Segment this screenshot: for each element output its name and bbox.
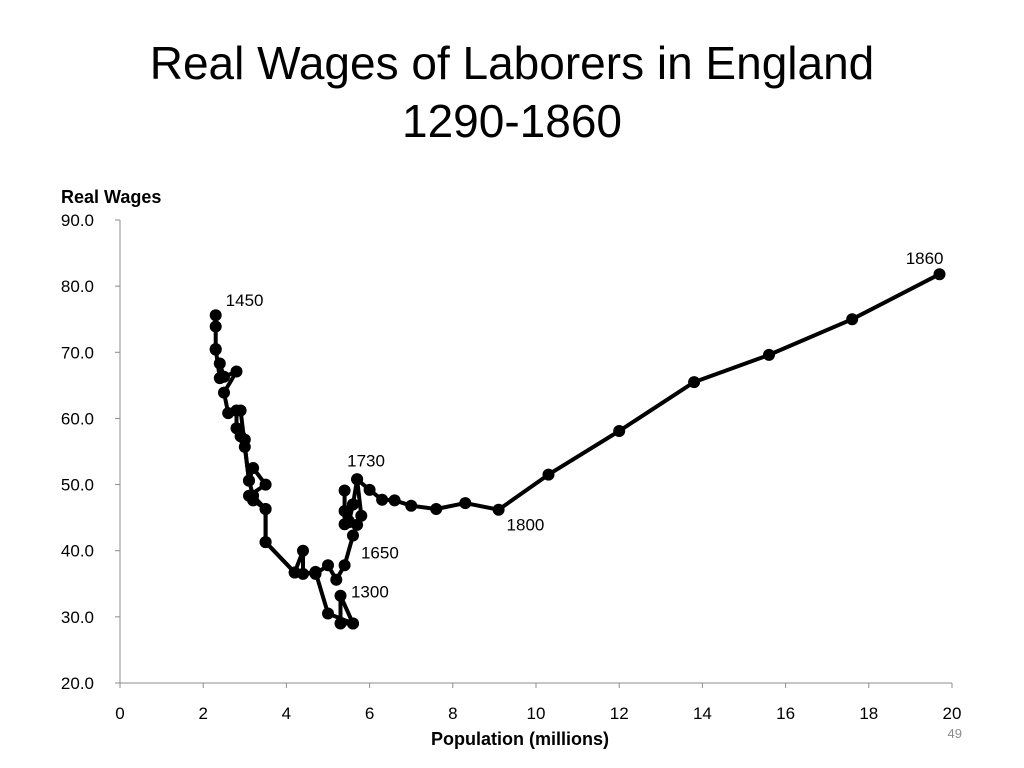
data-point	[222, 407, 235, 420]
x-tick-label: 2	[198, 704, 207, 723]
y-tick-label: 50.0	[61, 476, 94, 495]
data-point	[459, 497, 472, 510]
y-tick-label: 30.0	[61, 608, 94, 627]
axes: 20.0 30.0 40.0 50.0 60.0 70.0 80.0 90.0 0 2 4 6 8 10 1…	[61, 211, 962, 723]
data-point	[213, 372, 226, 385]
x-tick-label: 0	[115, 704, 124, 723]
data-point	[338, 484, 351, 497]
data-point	[338, 559, 351, 572]
data-point	[846, 313, 859, 326]
x-tick-label: 18	[859, 704, 878, 723]
data-point	[363, 483, 376, 496]
data-point	[259, 503, 272, 515]
data-point	[492, 503, 505, 516]
y-tick-label: 80.0	[61, 277, 94, 296]
data-point	[288, 566, 301, 579]
x-tick-label: 8	[448, 704, 457, 723]
y-tick-label: 60.0	[61, 409, 94, 428]
title-line-1: Real Wages of Laborers in England	[149, 37, 875, 89]
data-point	[259, 478, 272, 491]
data-point	[230, 422, 243, 435]
data-point	[334, 589, 347, 602]
data-point	[338, 505, 351, 517]
data-point	[297, 544, 309, 557]
data-point	[933, 268, 946, 281]
annotation-layer: 1450 1860 1730 1800 1650 1300	[226, 249, 944, 601]
data-point	[330, 573, 343, 586]
data-point	[342, 516, 355, 529]
series-line-2	[238, 272, 941, 582]
data-point	[322, 607, 334, 620]
y-tick-label: 20.0	[61, 674, 94, 693]
data-point	[376, 493, 389, 506]
y-axis-title: Real Wages	[61, 187, 161, 207]
slide-title: Real Wages of Laborers in England 1290-1…	[0, 34, 1024, 150]
data-point	[218, 386, 230, 399]
x-axis-title: Population (millions)	[431, 729, 609, 749]
title-line-2: 1290-1860	[402, 95, 622, 147]
data-point	[209, 343, 222, 356]
series-layer	[209, 268, 946, 630]
data-point	[430, 503, 443, 515]
x-tick-label: 4	[282, 704, 291, 723]
data-point	[388, 494, 401, 507]
x-tick-label: 14	[693, 704, 712, 723]
x-tick-label: 10	[527, 704, 546, 723]
data-point	[334, 617, 347, 630]
y-tick-label: 90.0	[61, 211, 94, 230]
data-point	[763, 348, 775, 361]
year-label-1450: 1450	[226, 291, 264, 310]
data-point	[347, 617, 359, 630]
data-point	[355, 509, 368, 522]
data-point	[347, 529, 359, 542]
y-tick-label: 70.0	[61, 343, 94, 362]
data-point	[688, 376, 701, 389]
data-point	[259, 536, 272, 549]
data-point	[542, 468, 555, 481]
year-label-1860: 1860	[906, 249, 944, 268]
x-tick-label: 16	[776, 704, 795, 723]
data-point	[613, 425, 626, 437]
data-point	[243, 474, 255, 487]
x-tick-label: 6	[365, 704, 374, 723]
year-label-1730: 1730	[347, 451, 385, 470]
data-point	[230, 365, 243, 378]
data-point	[209, 309, 222, 322]
year-label-1800: 1800	[507, 516, 545, 535]
data-point	[247, 489, 260, 502]
year-label-1650: 1650	[361, 544, 399, 563]
data-point	[309, 567, 322, 580]
data-point	[405, 499, 418, 512]
data-point	[351, 473, 364, 486]
data-point	[213, 357, 226, 370]
year-label-1300: 1300	[351, 582, 389, 601]
y-tick-label: 40.0	[61, 542, 94, 561]
x-tick-label: 12	[610, 704, 629, 723]
page-number: 49	[947, 726, 962, 741]
data-point	[247, 462, 260, 474]
data-point	[322, 559, 334, 572]
data-point	[234, 404, 247, 417]
data-point	[347, 498, 359, 511]
data-point	[209, 320, 222, 333]
x-tick-label: 20	[943, 704, 962, 723]
